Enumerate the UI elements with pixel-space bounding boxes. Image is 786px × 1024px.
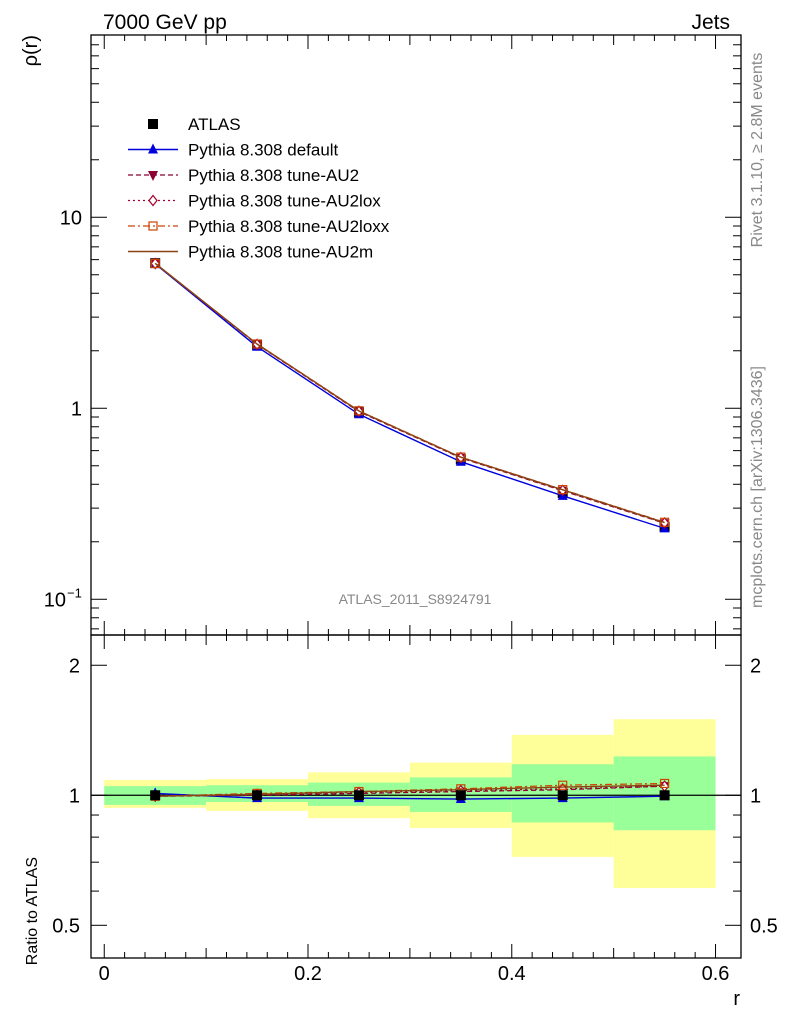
ratio-y-tick-label-left: 2 [69, 655, 80, 677]
ratio-y-tick-label-left: 1 [69, 785, 80, 807]
ratio-y-tick-label-right: 0.5 [750, 915, 778, 937]
analysis-watermark: ATLAS_2011_S8924791 [339, 591, 492, 607]
x-tick-label: 0.6 [702, 963, 730, 985]
ratio-line-au2 [155, 785, 665, 797]
main-y-tick-exponent: −1 [67, 585, 82, 600]
ratio-point-au2loxx [659, 778, 670, 789]
ratio-line-au2m [155, 784, 665, 797]
legend-marker-data [148, 119, 158, 129]
ratio-point-data [252, 790, 263, 801]
legend-label-au2lox: Pythia 8.308 tune-AU2lox [188, 192, 381, 211]
legend-marker-au2lox [148, 194, 158, 207]
ratio-y-axis-label: Ratio to ATLAS [24, 857, 41, 965]
main-y-tick-label: 1 [71, 398, 82, 420]
legend-marker-au2loxx [148, 221, 158, 231]
legend-item-au2m: Pythia 8.308 tune-AU2m [128, 243, 373, 262]
ratio-panel-series [150, 778, 670, 804]
main-line-default [154, 263, 665, 530]
header-right: Jets [691, 11, 730, 34]
main-series-au2loxx [150, 258, 670, 527]
ratio-point-data [455, 790, 466, 801]
main-y-axis-label: ρ(r) [20, 35, 42, 66]
source-text: mcplots.cern.ch [arXiv:1306.3436] [749, 366, 766, 608]
ratio-y-tick-label-right: 1 [750, 785, 761, 807]
x-tick-label: 0.2 [294, 963, 322, 985]
main-series-data [150, 258, 670, 532]
legend-label-au2: Pythia 8.308 tune-AU2 [188, 166, 359, 185]
main-point-au2loxx [558, 485, 568, 495]
ratio-point-au2loxx [558, 780, 568, 790]
ratio-panel-frame [90, 634, 742, 959]
legend-item-au2loxx: Pythia 8.308 tune-AU2loxx [128, 217, 390, 236]
legend-item-default: Pythia 8.308 default [128, 141, 339, 160]
ratio-series-data [150, 790, 670, 801]
main-point-au2loxx [252, 339, 262, 349]
ratio-uncertainty-bands [91, 719, 741, 888]
rivet-version-text: Rivet 3.1.10, ≥ 2.8M events [749, 53, 766, 248]
main-panel-series [150, 257, 670, 533]
main-series-au2lox [150, 257, 670, 529]
x-tick-label: 0.4 [498, 963, 526, 985]
main-series-au2 [150, 259, 670, 530]
main-line-au2loxx [154, 262, 665, 523]
ratio-y-tick-label-right: 2 [750, 655, 761, 677]
ratio-line-au2loxx [155, 782, 665, 797]
ratio-series-au2m [155, 784, 665, 797]
ratio-point-data [150, 790, 161, 801]
main-series-au2m [154, 262, 665, 524]
ratio-line-default [155, 792, 665, 800]
legend-label-data: ATLAS [188, 115, 241, 134]
main-point-au2loxx [456, 452, 466, 462]
x-axis-label: r [733, 988, 740, 1010]
main-point-au2loxx [354, 406, 364, 416]
ratio-point-data [353, 790, 364, 801]
main-y-tick-label: 10 [60, 207, 82, 229]
main-line-au2m [154, 262, 665, 524]
legend-marker-default [148, 143, 158, 154]
ratio-point-data [557, 790, 568, 801]
legend-item-au2: Pythia 8.308 tune-AU2 [128, 166, 359, 185]
legend-label-au2loxx: Pythia 8.308 tune-AU2loxx [188, 217, 390, 236]
main-line-au2lox [154, 262, 665, 524]
main-point-au2loxx [150, 258, 160, 269]
legend: ATLAS Pythia 8.308 default Pythia 8.308 tu… [128, 115, 390, 262]
legend-label-au2m: Pythia 8.308 tune-AU2m [188, 243, 373, 262]
legend-marker-au2 [148, 171, 158, 181]
x-tick-label: 0 [99, 963, 110, 985]
legend-item-au2lox: Pythia 8.308 tune-AU2lox [128, 192, 381, 211]
ratio-y-tick-label-left: 0.5 [52, 915, 80, 937]
main-line-au2 [154, 263, 665, 524]
main-point-au2loxx [659, 517, 670, 527]
header-left: 7000 GeV pp [103, 11, 227, 34]
legend-label-default: Pythia 8.308 default [188, 141, 339, 160]
main-series-default [150, 257, 670, 533]
main-y-tick-label: 10 [44, 589, 66, 611]
ratio-point-data [659, 790, 670, 801]
legend-item-data: ATLAS [148, 115, 241, 134]
